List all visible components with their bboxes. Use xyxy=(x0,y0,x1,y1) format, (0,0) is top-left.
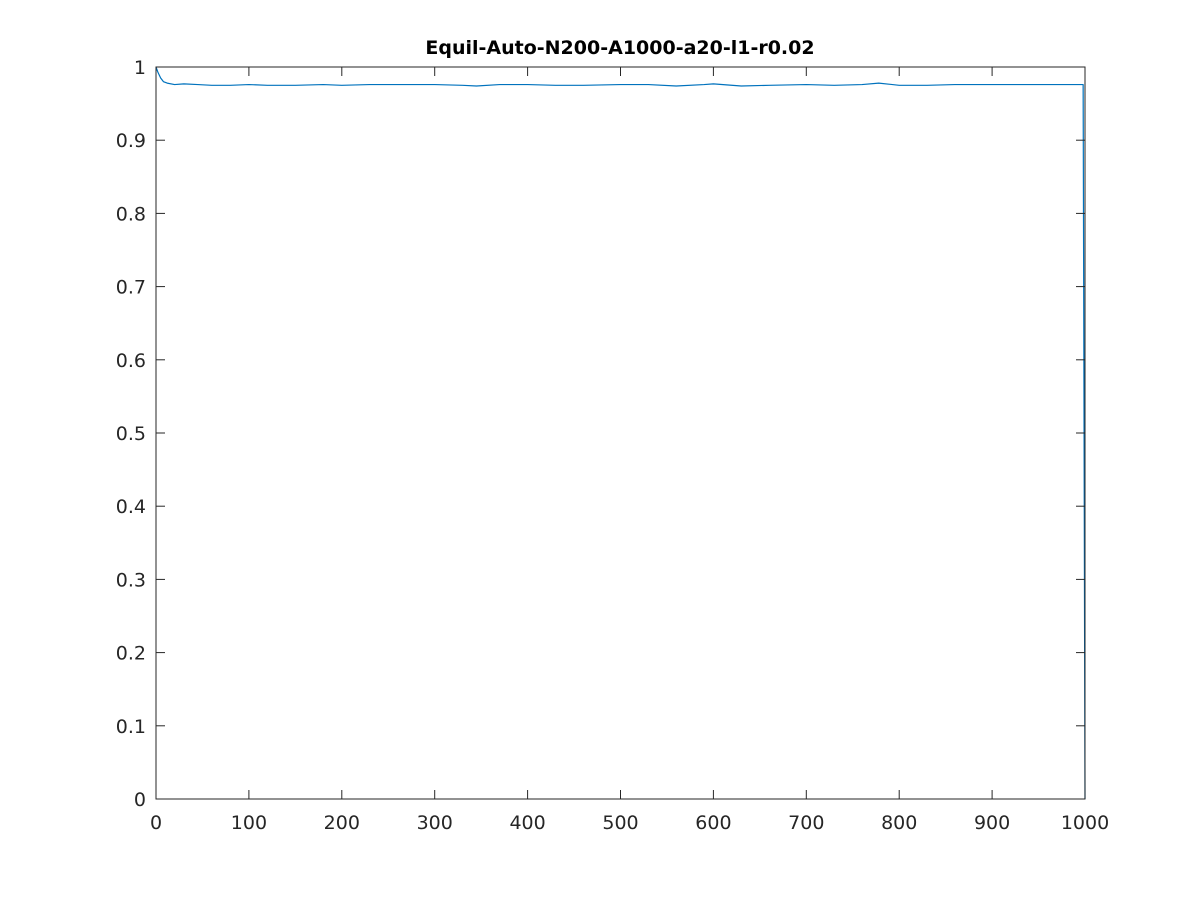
y-tick-label: 0.1 xyxy=(116,716,146,738)
y-tick-label: 0.4 xyxy=(116,496,146,518)
x-tick-label: 300 xyxy=(417,812,453,834)
x-tick-label: 700 xyxy=(788,812,824,834)
y-tick-label: 0.7 xyxy=(116,277,146,299)
chart-title: Equil-Auto-N200-A1000-a20-l1-r0.02 xyxy=(425,37,814,59)
series-line-1 xyxy=(155,66,1086,800)
y-tick-label: 0.8 xyxy=(116,203,146,225)
y-tick-label: 0.6 xyxy=(116,350,146,372)
x-tick-label: 800 xyxy=(881,812,917,834)
y-tick-label: 0.9 xyxy=(116,130,146,152)
y-tick-label: 0.3 xyxy=(116,569,146,591)
series-layer xyxy=(155,66,1086,800)
y-tick-label: 0.5 xyxy=(116,423,146,445)
y-tick-label: 1 xyxy=(134,57,146,79)
y-tick-label: 0 xyxy=(134,789,146,811)
x-tick-label: 400 xyxy=(509,812,545,834)
x-tick-label: 1000 xyxy=(1061,812,1109,834)
x-tick-label: 500 xyxy=(602,812,638,834)
x-tick-label: 600 xyxy=(695,812,731,834)
y-tick-label: 0.2 xyxy=(116,643,146,665)
x-tick-label: 0 xyxy=(150,812,162,834)
x-tick-label: 100 xyxy=(231,812,267,834)
plot-area xyxy=(156,67,1085,799)
x-axis: 0 100 200 300 400 500 600 700 800 900 1000 xyxy=(150,67,1109,834)
x-tick-label: 200 xyxy=(324,812,360,834)
y-axis: 0 0.1 0.2 0.3 0.4 0.5 0.6 0.7 0.8 0.9 1 xyxy=(116,57,1085,811)
x-tick-label: 900 xyxy=(974,812,1010,834)
